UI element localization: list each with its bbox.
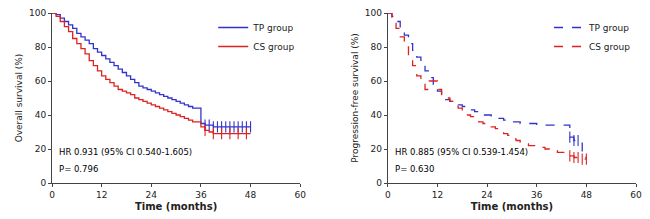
svg-text:12: 12	[96, 190, 107, 200]
svg-text:0: 0	[376, 178, 382, 188]
svg-text:36: 36	[195, 190, 207, 200]
svg-text:60: 60	[294, 190, 306, 200]
svg-text:100: 100	[29, 8, 46, 18]
svg-text:0: 0	[49, 190, 55, 200]
svg-text:Time (months): Time (months)	[135, 201, 217, 212]
svg-text:Time (months): Time (months)	[471, 201, 553, 212]
svg-text:TP group: TP group	[588, 23, 629, 33]
svg-text:Overall survival (%): Overall survival (%)	[14, 54, 24, 143]
svg-text:P= 0.630: P= 0.630	[395, 164, 434, 174]
svg-text:Progression-free survival (%): Progression-free survival (%)	[350, 33, 360, 163]
svg-text:HR 0.885 (95% CI 0.539-1.454): HR 0.885 (95% CI 0.539-1.454)	[395, 147, 528, 157]
svg-text:20: 20	[371, 144, 383, 154]
svg-text:80: 80	[371, 42, 383, 52]
svg-text:20: 20	[35, 144, 47, 154]
svg-text:60: 60	[630, 190, 642, 200]
svg-text:60: 60	[35, 76, 47, 86]
svg-text:12: 12	[432, 190, 443, 200]
svg-text:24: 24	[481, 190, 493, 200]
svg-text:40: 40	[371, 110, 383, 120]
svg-text:P= 0.796: P= 0.796	[59, 164, 98, 174]
svg-text:36: 36	[531, 190, 543, 200]
svg-text:HR 0.931 (95% CI 0.540-1.605): HR 0.931 (95% CI 0.540-1.605)	[59, 147, 192, 157]
svg-text:40: 40	[35, 110, 47, 120]
svg-text:0: 0	[385, 190, 391, 200]
svg-text:CS group: CS group	[589, 42, 630, 52]
svg-text:48: 48	[245, 190, 257, 200]
svg-text:60: 60	[371, 76, 383, 86]
svg-text:0: 0	[40, 178, 46, 188]
svg-text:48: 48	[581, 190, 593, 200]
svg-text:24: 24	[146, 190, 158, 200]
svg-text:80: 80	[35, 42, 47, 52]
svg-text:100: 100	[365, 8, 382, 18]
svg-text:TP group: TP group	[252, 23, 293, 33]
svg-text:CS group: CS group	[253, 42, 294, 52]
